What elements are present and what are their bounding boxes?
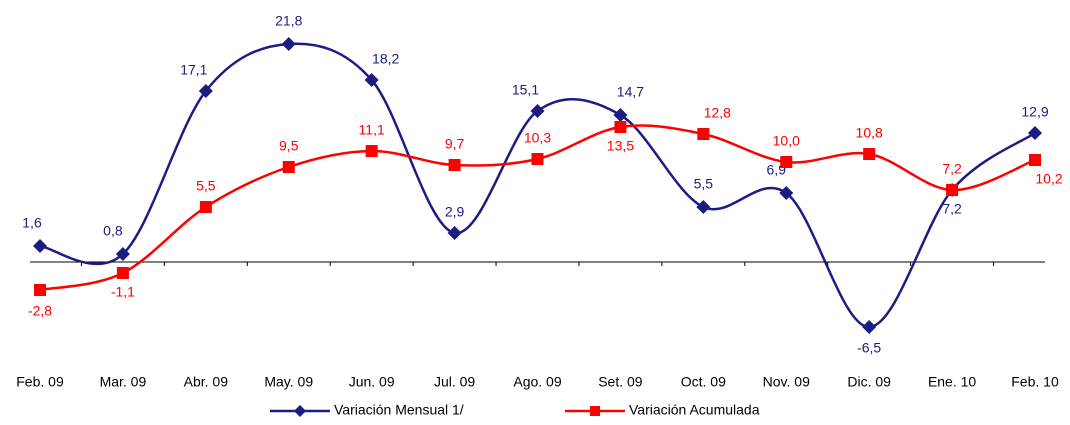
point-marker: [448, 159, 461, 171]
x-tick-label: Jul. 09: [434, 374, 475, 390]
point-marker: [613, 108, 628, 122]
x-tick-label: Feb. 10: [1011, 374, 1059, 390]
point-marker: [365, 145, 378, 157]
legend-marker: [294, 405, 306, 417]
value-label: 21,8: [275, 13, 302, 29]
value-label: 12,9: [1021, 104, 1048, 120]
x-tick-label: Mar. 09: [100, 374, 147, 390]
point-marker: [198, 84, 213, 98]
point-marker: [863, 148, 876, 160]
point-marker: [116, 267, 129, 279]
point-marker: [199, 201, 212, 213]
value-label: 17,1: [180, 62, 207, 78]
value-label: -6,5: [857, 340, 881, 356]
x-tick-label: Ene. 10: [928, 374, 976, 390]
series-line: [39, 124, 1036, 292]
value-label: 10,8: [856, 125, 883, 141]
x-tick-label: Jun. 09: [349, 374, 395, 390]
x-tick-label: Set. 09: [598, 374, 643, 390]
x-tick-label: Dic. 09: [847, 374, 891, 390]
value-label: 13,5: [607, 138, 634, 154]
point-marker: [447, 226, 462, 240]
x-tick-label: Nov. 09: [763, 374, 810, 390]
point-marker: [1029, 154, 1041, 166]
x-tick-label: Feb. 09: [16, 374, 64, 390]
point-marker: [697, 128, 710, 140]
point-marker: [696, 200, 711, 214]
point-marker: [862, 320, 877, 334]
point-marker: [364, 73, 379, 87]
value-label: 2,9: [445, 204, 465, 220]
value-label: 7,2: [942, 201, 962, 217]
point-marker: [282, 161, 295, 173]
x-tick-label: Abr. 09: [184, 374, 229, 390]
value-label: 5,5: [196, 178, 216, 194]
point-marker: [33, 239, 47, 253]
point-marker: [530, 104, 545, 118]
point-marker: [780, 156, 793, 168]
point-marker: [779, 186, 794, 200]
legend-marker: [590, 406, 600, 416]
value-label: 9,7: [445, 136, 465, 152]
x-tick-label: Oct. 09: [681, 374, 726, 390]
value-label: 12,8: [704, 105, 731, 121]
point-marker: [115, 247, 130, 261]
value-label: 10,2: [1035, 171, 1062, 187]
value-label: 18,2: [372, 51, 399, 67]
value-label: 9,5: [279, 138, 299, 154]
x-tick-label: May. 09: [264, 374, 313, 390]
value-label: -1,1: [111, 284, 135, 300]
point-marker: [531, 153, 544, 165]
value-label: 10,3: [524, 130, 551, 146]
point-marker: [1028, 126, 1042, 140]
value-label: 0,8: [103, 223, 123, 239]
value-label: 5,5: [694, 176, 714, 192]
value-label: 15,1: [512, 82, 539, 98]
value-label: 10,0: [773, 133, 800, 149]
value-label: 11,1: [359, 122, 385, 138]
value-label: 14,7: [617, 84, 644, 100]
point-marker: [946, 184, 959, 196]
x-tick-label: Ago. 09: [513, 374, 561, 390]
value-label: -2,8: [28, 303, 52, 319]
value-label: 7,2: [942, 161, 962, 177]
point-marker: [281, 37, 296, 51]
legend-label: Variación Acumulada: [629, 402, 760, 418]
point-marker: [34, 284, 46, 296]
value-label: 1,6: [22, 215, 42, 231]
point-marker: [614, 121, 627, 133]
legend-label: Variación Mensual 1/: [334, 402, 464, 418]
